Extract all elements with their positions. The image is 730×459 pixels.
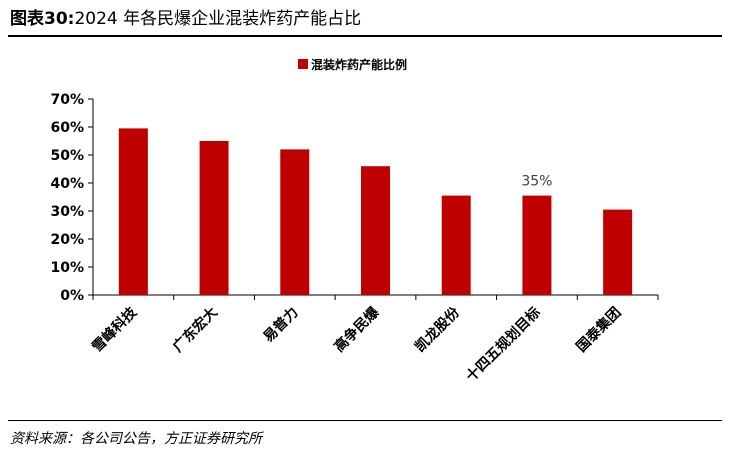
legend: 混装炸药产能比例	[298, 57, 407, 72]
title-rule	[8, 35, 722, 37]
x-tick-label: 十四五规划目标	[462, 304, 543, 385]
x-tick-label: 易普力	[260, 304, 302, 346]
figure-title-text: 2024 年各民爆企业混装炸药产能占比	[74, 9, 362, 29]
y-tick-label: 70%	[50, 92, 84, 108]
y-tick-label: 0%	[60, 288, 84, 304]
bar	[361, 166, 390, 295]
bar	[199, 141, 229, 295]
figure-number: 图表30:	[10, 9, 75, 29]
figure-title: 图表30:2024 年各民爆企业混装炸药产能占比	[10, 8, 361, 30]
x-tick-label: 广东宏大	[169, 304, 221, 356]
bar	[522, 195, 552, 295]
bar	[603, 209, 633, 295]
y-tick-label: 10%	[50, 260, 84, 276]
y-tick-label: 30%	[50, 204, 84, 220]
source-rule	[8, 420, 722, 421]
y-tick-label: 60%	[50, 120, 84, 136]
y-tick-label: 50%	[50, 148, 84, 164]
data-labels: 35%	[521, 174, 552, 190]
bar	[280, 149, 310, 295]
bars	[118, 128, 633, 295]
x-axis: 雪峰科技 广东宏大 易普力 高争民爆 凯龙股份 十四五规划目标 国泰集团	[89, 294, 659, 385]
x-tick-label: 雪峰科技	[89, 303, 141, 355]
legend-swatch	[298, 59, 308, 69]
y-tick-label: 20%	[50, 232, 84, 248]
y-axis: 0% 10% 20% 30% 40% 50% 60% 70%	[50, 92, 94, 304]
source-note: 资料来源：各公司公告，方正证券研究所	[10, 431, 262, 447]
x-tick-label: 高争民爆	[331, 303, 383, 355]
y-tick-label: 40%	[50, 176, 84, 192]
legend-label: 混装炸药产能比例	[311, 57, 407, 72]
x-tick-label: 凯龙股份	[411, 303, 463, 355]
bar	[118, 128, 148, 295]
bar-chart: 混装炸药产能比例 0% 10% 20% 30% 40% 50% 60% 70% 雪峰科技 广东宏…	[50, 57, 659, 385]
x-tick-label: 国泰集团	[573, 304, 625, 356]
data-label: 35%	[521, 174, 552, 190]
bar	[441, 195, 471, 295]
